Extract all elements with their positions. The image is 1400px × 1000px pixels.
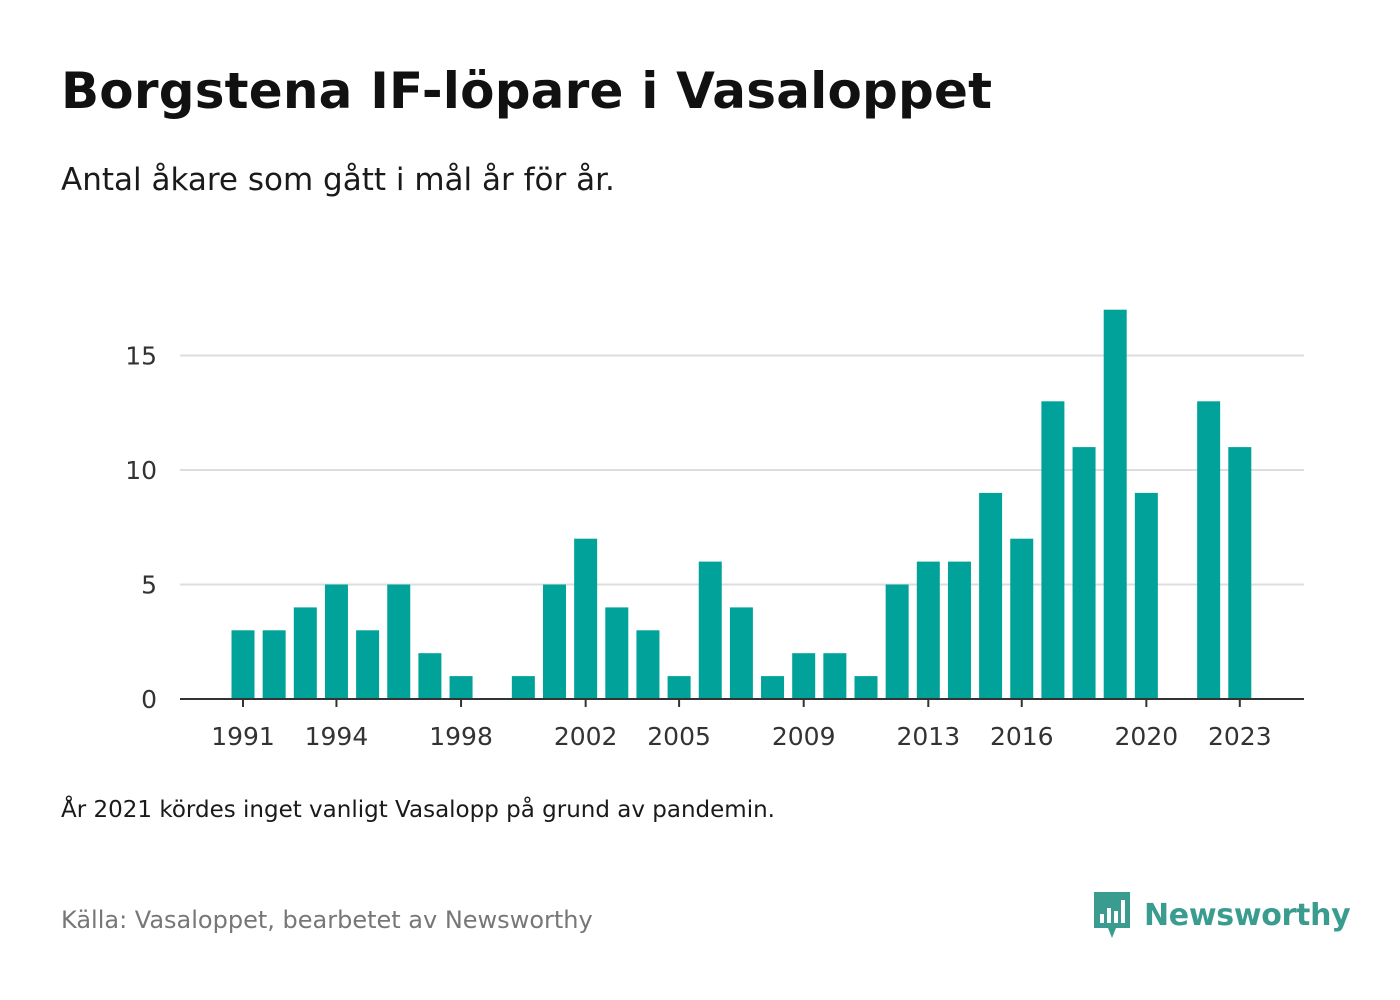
- bar: [418, 653, 442, 699]
- bar: [387, 584, 411, 699]
- source-text: Källa: Vasaloppet, bearbetet av Newswort…: [61, 906, 593, 934]
- bar: [543, 584, 566, 699]
- bar: [729, 607, 753, 699]
- x-tick-label: 2023: [1208, 722, 1272, 751]
- bar: [605, 607, 629, 699]
- bar: [356, 630, 380, 699]
- bar: [1010, 538, 1034, 699]
- bar: [885, 584, 909, 699]
- brand-name: Newsworthy: [1144, 897, 1351, 933]
- x-tick-label: 2002: [554, 722, 618, 751]
- bar: [293, 607, 317, 699]
- bar: [947, 561, 971, 699]
- bar: [1103, 309, 1127, 699]
- bar: [823, 653, 847, 699]
- bar: [916, 561, 940, 699]
- bar: [262, 630, 286, 699]
- x-tick-label: 1991: [211, 722, 275, 751]
- bar: [511, 676, 535, 699]
- chart-note: År 2021 kördes inget vanligt Vasalopp på…: [61, 797, 775, 823]
- x-tick-label: 2013: [896, 722, 960, 751]
- bar: [854, 676, 878, 699]
- bar: [698, 561, 722, 699]
- bar: [761, 676, 785, 699]
- bar: [574, 538, 598, 699]
- bar: [1228, 447, 1252, 699]
- x-tick-label: 2005: [647, 722, 711, 751]
- chart-subtitle: Antal åkare som gått i mål år för år.: [61, 162, 615, 198]
- bar: [449, 676, 473, 699]
- x-tick-label: 2009: [772, 722, 836, 751]
- newsworthy-logo-icon: [1094, 892, 1130, 938]
- bar: [792, 653, 816, 699]
- bar: [324, 584, 348, 699]
- bar: [979, 492, 1003, 699]
- bar: [636, 630, 660, 699]
- bar: [231, 630, 255, 699]
- chart-title: Borgstena IF-löpare i Vasaloppet: [61, 62, 993, 120]
- bar: [1072, 447, 1096, 699]
- y-tick-label: 15: [125, 342, 157, 371]
- bar-chart: 0 5 10 15 1991 1994 1998 2002 2005 2009 2013 2016 20…: [125, 309, 1304, 751]
- y-tick-label: 5: [141, 571, 157, 600]
- bar: [1197, 401, 1221, 699]
- newsworthy-brand: Newsworthy: [1092, 890, 1351, 940]
- x-tick-label: 2016: [990, 722, 1054, 751]
- y-tick-label: 10: [125, 456, 157, 485]
- bar: [1041, 401, 1065, 699]
- x-tick-label: 1994: [305, 722, 369, 751]
- bar: [667, 676, 691, 699]
- x-tick-label: 2020: [1115, 722, 1179, 751]
- bar: [1134, 492, 1158, 699]
- y-tick-label: 0: [141, 685, 157, 714]
- x-tick-label: 1998: [429, 722, 493, 751]
